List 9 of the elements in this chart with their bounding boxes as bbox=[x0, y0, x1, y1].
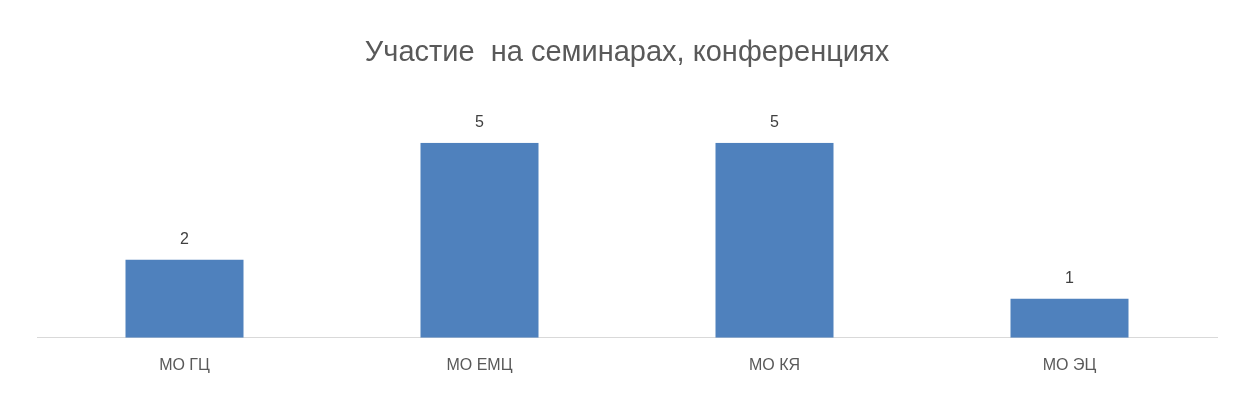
data-label: 1 bbox=[1065, 269, 1075, 287]
x-tick-label: МО ЭЦ bbox=[1042, 355, 1097, 373]
x-tick-label: МО ЕМЦ bbox=[446, 355, 513, 373]
data-label: 5 bbox=[770, 113, 780, 131]
data-label: 2 bbox=[180, 230, 190, 248]
x-tick-label: МО КЯ bbox=[748, 355, 801, 373]
x-tick-label: МО ГЦ bbox=[159, 355, 211, 373]
data-label: 5 bbox=[475, 113, 485, 131]
chart-title: Участие на семинарах, конференциях bbox=[364, 35, 890, 68]
